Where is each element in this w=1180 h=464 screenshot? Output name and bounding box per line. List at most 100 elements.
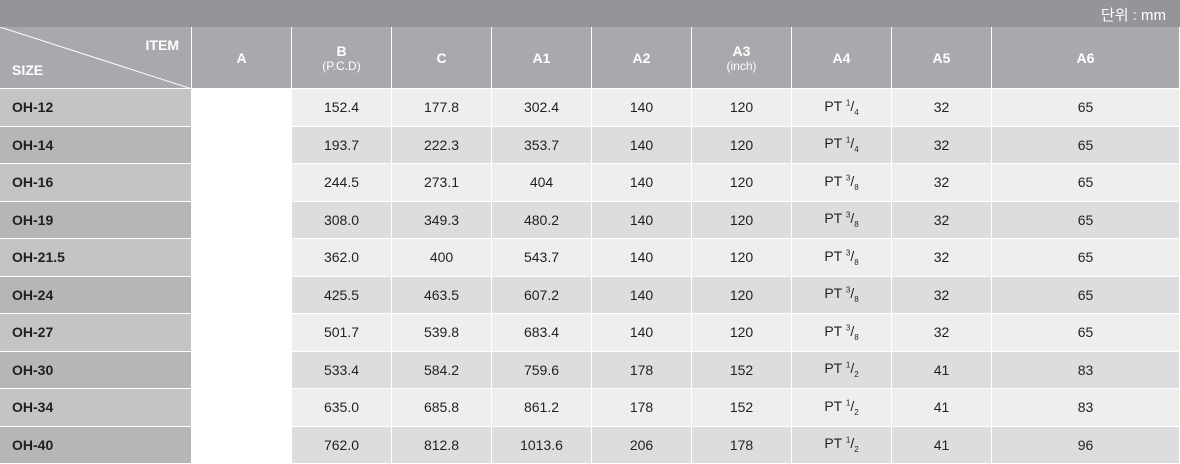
size-text: OH-14 (12, 136, 54, 153)
column-label: C (436, 49, 447, 66)
data-cell: 32 (892, 126, 992, 164)
cell-text: 425.5 (323, 286, 360, 303)
cell-text: 120 (729, 249, 754, 266)
cell-text: 120 (729, 211, 754, 228)
data-cell: 32 (892, 314, 992, 352)
data-cell: 178 (592, 389, 692, 427)
data-cell: 140 (592, 164, 692, 202)
data-cell: PT 3/8 (792, 276, 892, 314)
data-cell: 120 (692, 126, 792, 164)
cell-text: 32 (933, 211, 950, 228)
unit-bar: 단위 : mm (0, 0, 1180, 27)
cell-text: 362.0 (323, 249, 360, 266)
cell-text: 685.8 (423, 399, 460, 416)
cell-text: 152.4 (323, 99, 360, 116)
diagonal (0, 27, 192, 89)
data-cell: 152.4 (292, 89, 392, 127)
thread-den: 4 (854, 145, 859, 155)
data-cell: 120 (692, 89, 792, 127)
column-sub: (inch) (726, 58, 757, 73)
data-cell: 584.2 (392, 351, 492, 389)
column-header: C (392, 27, 492, 89)
data-cell: 539.8 (392, 314, 492, 352)
data-cell: 302.4 (492, 89, 592, 127)
cell-text: 65 (1077, 99, 1094, 116)
thread-prefix: PT (824, 97, 842, 114)
thread-num: 3 (845, 210, 851, 220)
data-cell: 65 (992, 164, 1180, 202)
size-text: OH-30 (12, 361, 54, 378)
cell-text: 120 (729, 174, 754, 191)
unit: 단위 : mm (1100, 7, 1166, 24)
data-cell: 685.8 (392, 389, 492, 427)
column-header: A2 (592, 27, 692, 89)
column-header: A1 (492, 27, 592, 89)
data-cell: 65 (992, 126, 1180, 164)
cell-text: 400 (429, 249, 454, 266)
cell-text: 140 (629, 249, 654, 266)
thread-prefix: PT (824, 285, 842, 302)
cell-text: 635.0 (323, 399, 360, 416)
data-cell: 32 (892, 276, 992, 314)
cell-text: 353.7 (523, 136, 560, 153)
data-cell: 140 (592, 89, 692, 127)
column-label: A6 (1076, 49, 1095, 66)
data-cell: 362.0 (292, 239, 392, 277)
cell-text: 244.5 (323, 174, 360, 191)
data-cell: 635.0 (292, 389, 392, 427)
thread: PT 1/2 (824, 435, 859, 455)
cell-text: 65 (1077, 174, 1094, 191)
size-text: OH-24 (12, 286, 54, 303)
thread-num: 3 (845, 323, 851, 333)
cell-text: 120 (729, 324, 754, 341)
size-text: OH-16 (12, 174, 54, 191)
column-header: A (192, 27, 292, 89)
data-cell: 83 (992, 351, 1180, 389)
cell-text: 83 (1077, 399, 1094, 416)
cell-text: 539.8 (423, 324, 460, 341)
cell-text: 32 (933, 324, 950, 341)
size-cell: OH-30 (0, 351, 192, 389)
thread-den: 8 (854, 182, 859, 192)
cell-text: 480.2 (523, 211, 560, 228)
cell-text: 65 (1077, 249, 1094, 266)
thread-prefix: PT (824, 135, 842, 152)
data-cell: 140 (592, 314, 692, 352)
cell-text: 1013.6 (520, 436, 563, 453)
cell-text: 32 (933, 286, 950, 303)
data-cell: 861.2 (492, 389, 592, 427)
thread-den: 8 (854, 295, 859, 305)
cell-text: 308.0 (323, 211, 360, 228)
thread-den: 8 (854, 332, 859, 342)
cell-text: 762.0 (323, 436, 360, 453)
column-label: A3 (732, 42, 751, 59)
data-cell: 32 (892, 89, 992, 127)
thread: PT 3/8 (824, 247, 859, 267)
thread-prefix: PT (824, 435, 842, 452)
cell-text: 206 (629, 436, 654, 453)
thread-num: 1 (845, 135, 851, 145)
cell-text: 404 (529, 174, 554, 191)
thread-den: 2 (854, 407, 859, 417)
cell-text: 533.4 (323, 361, 360, 378)
data-cell: 32 (892, 239, 992, 277)
cell-text: 120 (729, 286, 754, 303)
data-cell: 152 (692, 389, 792, 427)
data-cell: 812.8 (392, 426, 492, 464)
size-cell: OH-27 (0, 314, 192, 352)
data-cell: 425.5 (292, 276, 392, 314)
data-cell: 41 (892, 351, 992, 389)
cell-text: 140 (629, 99, 654, 116)
data-cell: PT 1/2 (792, 389, 892, 427)
cell-text: 96 (1077, 436, 1094, 453)
size-text: OH-27 (12, 324, 54, 341)
thread-num: 1 (845, 360, 851, 370)
data-cell: 65 (992, 239, 1180, 277)
column-label: A (236, 49, 247, 66)
column-label: A1 (532, 49, 551, 66)
data-cell: 120 (692, 164, 792, 202)
thread-num: 3 (845, 248, 851, 258)
thread-num: 3 (845, 285, 851, 295)
column-header: A3 (inch) (692, 27, 792, 89)
thread-prefix: PT (824, 360, 842, 377)
